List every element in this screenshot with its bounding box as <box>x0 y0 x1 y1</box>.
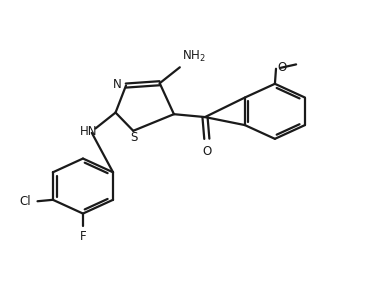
Text: NH$_2$: NH$_2$ <box>182 49 206 64</box>
Text: Cl: Cl <box>19 195 31 208</box>
Text: O: O <box>202 145 211 158</box>
Text: F: F <box>80 230 86 243</box>
Text: O: O <box>278 61 287 74</box>
Text: N: N <box>112 78 121 91</box>
Text: HN: HN <box>79 125 97 138</box>
Text: S: S <box>130 131 138 144</box>
